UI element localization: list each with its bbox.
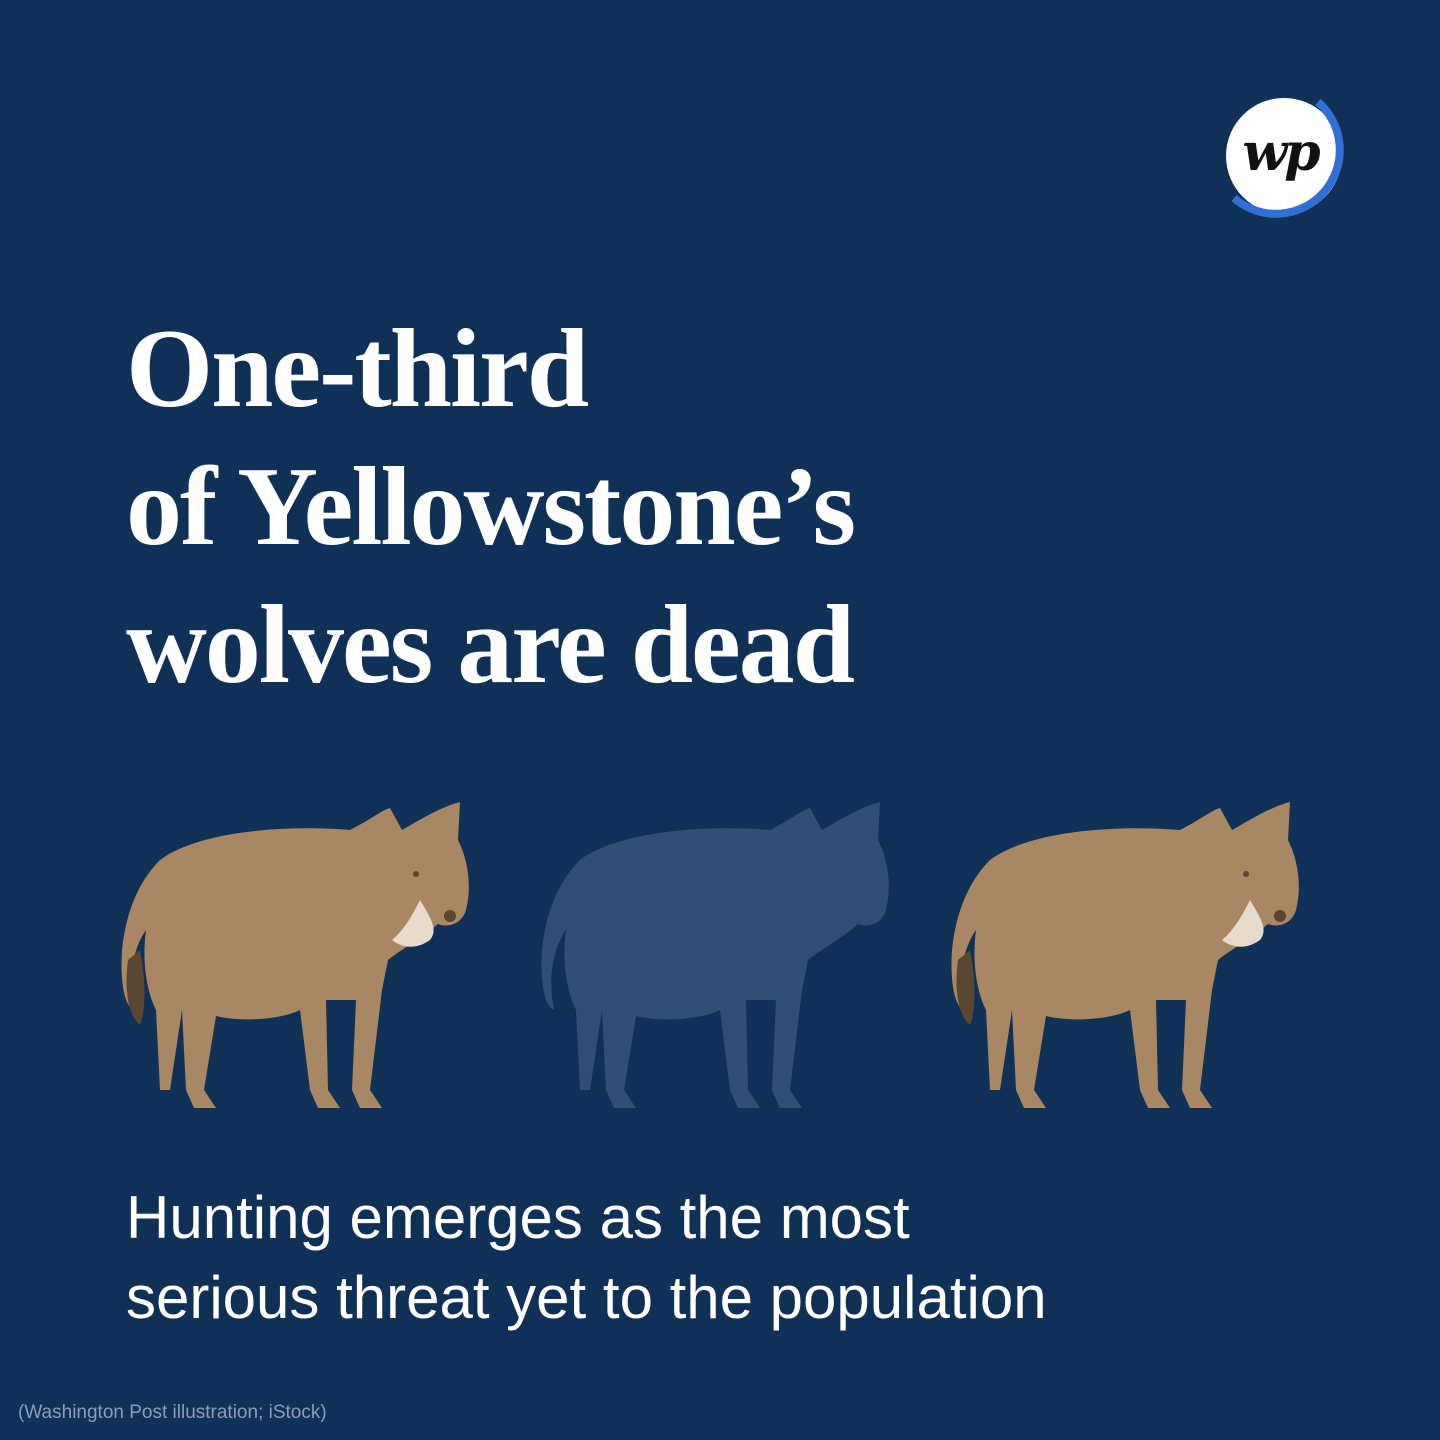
headline-line-2: of Yellowstone’s <box>126 445 856 569</box>
subhead-line-2: serious threat yet to the population <box>126 1264 1047 1331</box>
washington-post-logo-icon <box>1218 90 1350 222</box>
subhead-line-1: Hunting emerges as the most <box>126 1184 910 1251</box>
headline-line-1: One-third <box>126 307 589 431</box>
logo-wordmark: wp <box>1242 121 1320 183</box>
wolf-icon <box>950 790 1310 1120</box>
faded-wolf-icon <box>540 790 900 1120</box>
wolves-illustration <box>110 790 1330 1130</box>
image-credit: (Washington Post illustration; iStock) <box>18 1402 327 1423</box>
headline: One-third of Yellowstone’s wolves are de… <box>126 300 1226 714</box>
headline-line-3: wolves are dead <box>126 583 855 707</box>
wolf-icon <box>120 790 480 1120</box>
subheadline: Hunting emerges as the most serious thre… <box>126 1178 1326 1338</box>
